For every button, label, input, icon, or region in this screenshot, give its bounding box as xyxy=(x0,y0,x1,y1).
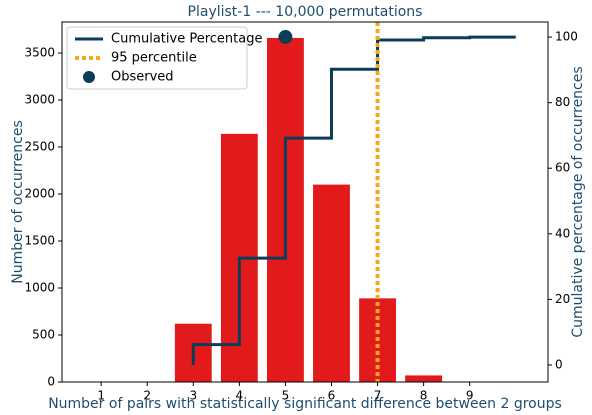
y2-tick-label: 60 xyxy=(555,161,570,175)
legend-box xyxy=(66,26,248,90)
x-tick-label: 7 xyxy=(374,389,382,403)
y2-tick-label: 80 xyxy=(555,95,570,109)
y2-axis-label: Cumulative percentage of occurrences xyxy=(570,66,586,337)
y-axis-label: Number of occurrences xyxy=(10,120,26,284)
x-tick-label: 2 xyxy=(143,389,151,403)
y-tick-label: 1500 xyxy=(24,234,55,248)
legend-swatch xyxy=(83,71,95,83)
x-tick-label: 3 xyxy=(189,389,197,403)
legend-label: Cumulative Percentage xyxy=(111,32,262,47)
plot-frame xyxy=(61,21,549,383)
legend: Cumulative Percentage 95 percentile Observ… xyxy=(66,26,262,90)
x-tick-label: 1 xyxy=(97,389,105,403)
cumulative-line xyxy=(191,35,516,365)
x-tick-label: 4 xyxy=(236,389,244,403)
x-axis-label: Number of pairs with statistically signi… xyxy=(48,396,562,412)
y2-tick-label: 0 xyxy=(555,357,563,371)
y-tick-label: 500 xyxy=(32,328,55,342)
y-tick-label: 3000 xyxy=(24,93,55,107)
bar xyxy=(313,184,350,382)
x-tick-label: 8 xyxy=(420,389,428,403)
legend-label: 95 percentile xyxy=(111,51,197,66)
x-tick-label: 5 xyxy=(282,389,290,403)
chart-title: Playlist-1 --- 10,000 permutations xyxy=(188,4,423,20)
y-tick-label: 1000 xyxy=(24,281,55,295)
y-tick-label: 3500 xyxy=(24,46,55,60)
observed-point xyxy=(278,30,293,45)
y2-tick-label: 20 xyxy=(555,292,570,306)
y2-tick-label: 100 xyxy=(555,30,578,44)
x-tick-label: 6 xyxy=(328,389,336,403)
y-tick-label: 2000 xyxy=(24,187,55,201)
y2-tick-label: 40 xyxy=(555,226,570,240)
bar xyxy=(405,375,443,382)
y-tick-label: 0 xyxy=(47,375,55,389)
x-tick-label: 9 xyxy=(466,389,474,403)
y-tick-label: 2500 xyxy=(24,140,55,154)
legend-label: Observed xyxy=(111,70,174,85)
